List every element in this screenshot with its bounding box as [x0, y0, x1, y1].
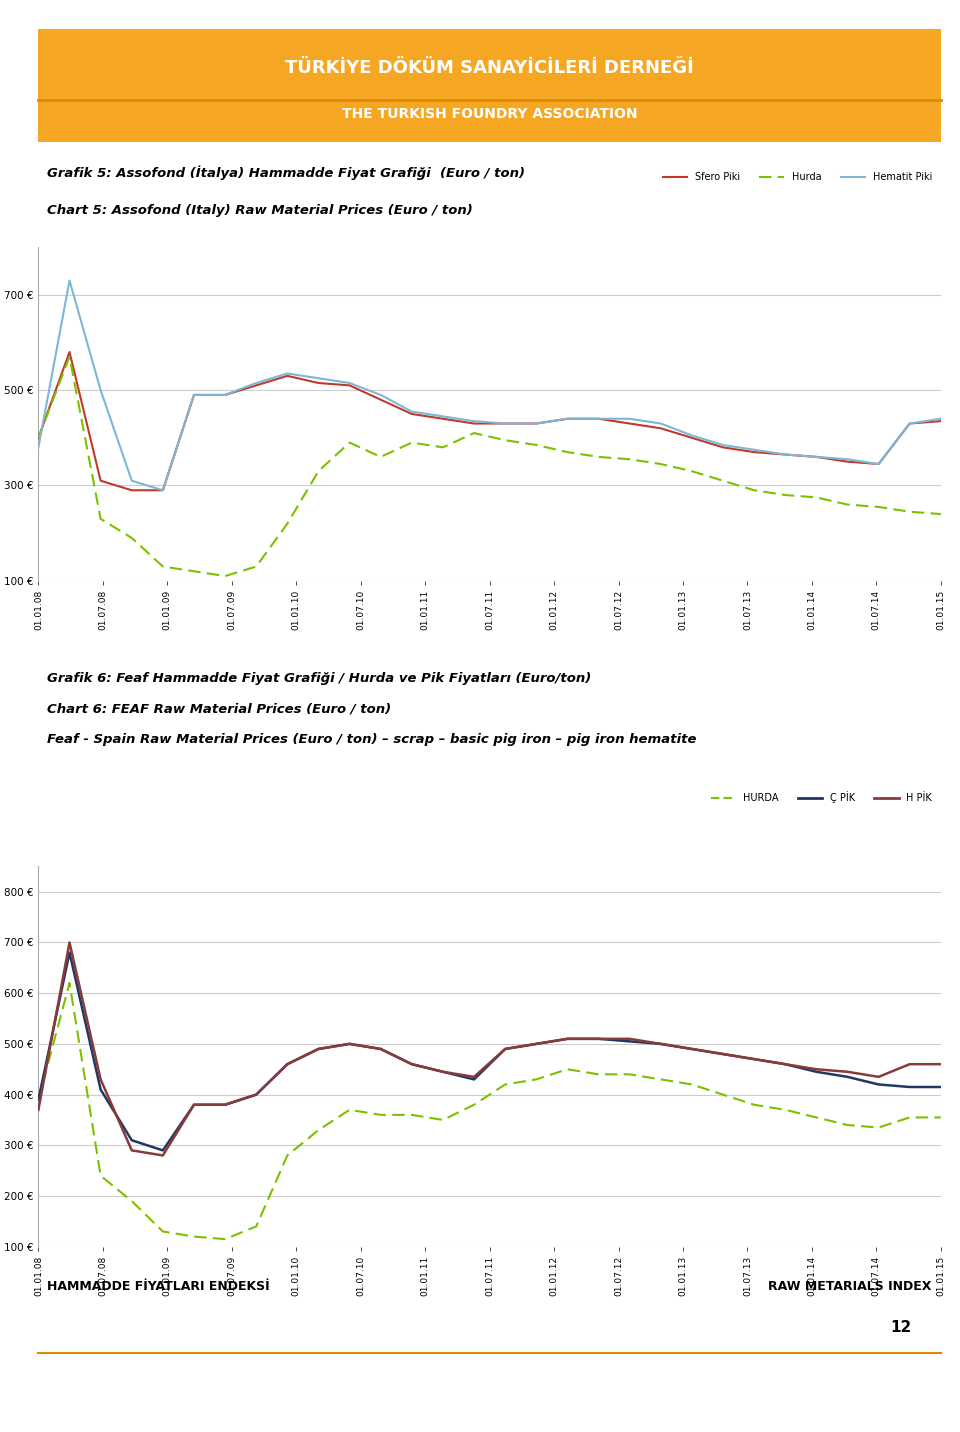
Text: Grafik 5: Assofond (İtalya) Hammadde Fiyat Grafiği  (Euro / ton): Grafik 5: Assofond (İtalya) Hammadde Fiy… [47, 166, 525, 180]
Text: Chart 5: Assofond (Italy) Raw Material Prices (Euro / ton): Chart 5: Assofond (Italy) Raw Material P… [47, 203, 473, 216]
Text: Feaf - Spain Raw Material Prices (Euro / ton) – scrap – basic pig iron – pig iro: Feaf - Spain Raw Material Prices (Euro /… [47, 733, 697, 746]
Text: 12: 12 [891, 1320, 912, 1335]
Legend: HURDA, Ç PİK, H PİK: HURDA, Ç PİK, H PİK [707, 788, 936, 808]
Text: THE TURKISH FOUNDRY ASSOCIATION: THE TURKISH FOUNDRY ASSOCIATION [342, 107, 637, 120]
Legend: Sfero Piki, Hurda, Hematit Piki: Sfero Piki, Hurda, Hematit Piki [659, 169, 936, 186]
Text: Grafik 6: Feaf Hammadde Fiyat Grafiği / Hurda ve Pik Fiyatları (Euro/ton): Grafik 6: Feaf Hammadde Fiyat Grafiği / … [47, 672, 591, 684]
Text: HAMMADDE FİYATLARI ENDEKSİ: HAMMADDE FİYATLARI ENDEKSİ [47, 1280, 270, 1293]
Text: TÜRKİYE DÖKÜM SANAYİCİLERİ DERNEĞİ: TÜRKİYE DÖKÜM SANAYİCİLERİ DERNEĞİ [285, 60, 694, 77]
Text: RAW METARIALS INDEX: RAW METARIALS INDEX [768, 1280, 932, 1293]
Text: Chart 6: FEAF Raw Material Prices (Euro / ton): Chart 6: FEAF Raw Material Prices (Euro … [47, 703, 392, 716]
